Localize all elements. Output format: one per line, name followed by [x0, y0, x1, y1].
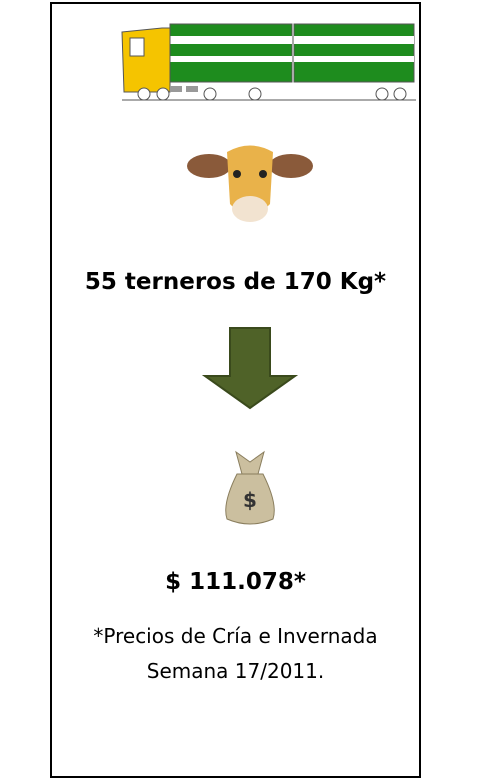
price: $ 111.078*	[165, 569, 306, 595]
headline: 55 terneros de 170 Kg*	[84, 269, 387, 295]
down-arrow	[201, 327, 299, 410]
money-bag: $	[225, 450, 275, 525]
card: $ 55 terneros de 170 Kg* $ 111.078* *Pre…	[50, 2, 421, 778]
truck	[121, 23, 416, 101]
svg-text:$: $	[243, 488, 257, 512]
illustrations: $	[121, 23, 416, 525]
note: *Precios de Cría e Invernada	[93, 624, 378, 648]
note: Semana 17/2011.	[146, 659, 325, 683]
calf-head	[187, 145, 313, 222]
